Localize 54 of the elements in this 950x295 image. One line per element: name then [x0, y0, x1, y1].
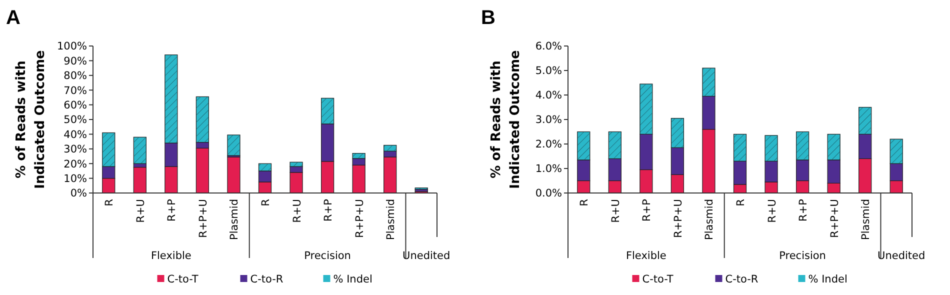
text: Flexible — [150, 250, 192, 262]
x-tick-label: R+P — [322, 199, 335, 222]
y-tick-label: 3.0% — [535, 114, 562, 126]
legend-label: % Indel — [808, 274, 848, 286]
y-tick-label: 5.0% — [535, 65, 562, 78]
legend-label: C-to-R — [250, 274, 284, 286]
x-tick-label: R — [260, 199, 272, 206]
y-tick-label: 1.0% — [535, 163, 562, 176]
legend-label: C-to-R — [725, 274, 758, 286]
x-tick-label: Plasmid — [704, 199, 716, 240]
y-tick-label: 0% — [70, 188, 88, 200]
legend-label: C-to-T — [642, 274, 674, 286]
y-tick-label: 10% — [64, 172, 88, 185]
x-tick-label: R+P+U — [197, 199, 210, 238]
x-tick-label: R+P — [166, 199, 178, 222]
y-axis-title: % of Reads with Indicated Outcome — [489, 50, 523, 189]
chart-title: B — [481, 7, 496, 29]
text: Flexible — [626, 250, 666, 262]
y-tick-label: 40% — [64, 128, 88, 141]
y-tick-label: 90% — [64, 55, 88, 68]
y-tick-label: 70% — [64, 84, 88, 97]
y-tick-label: 50% — [64, 114, 88, 126]
text: Unedited — [402, 250, 450, 262]
y-axis-title: % of Reads with Indicated Outcome — [14, 50, 48, 189]
chart-title: A — [6, 7, 20, 29]
text: Precision — [779, 250, 826, 262]
text: Unedited — [878, 250, 926, 262]
x-tick-label: R+P+U — [354, 199, 366, 238]
text: Precision — [304, 250, 351, 262]
x-tick-label: R — [578, 199, 591, 206]
y-tick-label: 4.0% — [535, 90, 562, 102]
x-tick-label: Plasmid — [385, 199, 398, 240]
y-tick-label: 100% — [56, 40, 88, 53]
y-tick-label: 6.0% — [535, 40, 562, 53]
x-tick-label: R+U — [134, 199, 147, 223]
x-tick-label: R+U — [291, 199, 304, 223]
legend-label: % Indel — [333, 274, 372, 286]
y-tick-label: 80% — [64, 70, 88, 82]
x-tick-label: R — [104, 199, 116, 206]
x-tick-label: R+P — [798, 199, 810, 222]
x-tick-label: R+P+U — [672, 199, 684, 238]
x-tick-label: Plasmid — [860, 199, 872, 240]
y-tick-label: 60% — [64, 99, 88, 112]
legend-label: C-to-T — [167, 274, 199, 286]
x-tick-label: R+P — [641, 199, 654, 222]
x-tick-label: R — [735, 199, 747, 206]
x-tick-label: R+U — [610, 199, 622, 223]
y-tick-label: 0.0% — [535, 188, 562, 200]
y-tick-label: 20% — [64, 158, 88, 170]
y-tick-label: 2.0% — [535, 138, 562, 151]
x-tick-label: Plasmid — [228, 199, 241, 240]
x-tick-label: R+P+U — [828, 199, 841, 238]
x-tick-label: R+U — [766, 199, 778, 223]
y-tick-label: 30% — [64, 144, 88, 156]
